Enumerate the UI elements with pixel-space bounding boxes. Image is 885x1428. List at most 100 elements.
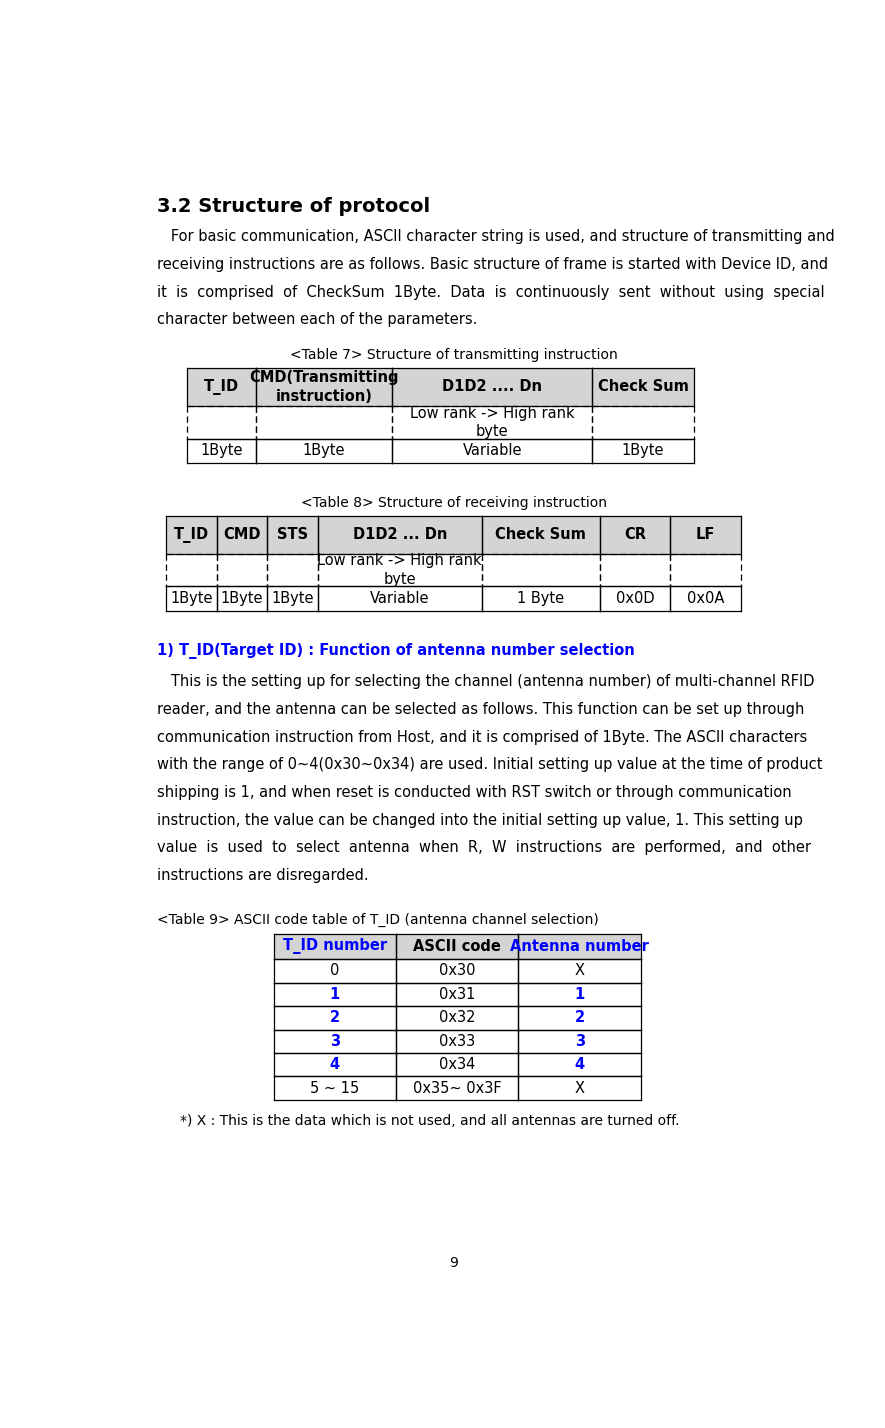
Text: value  is  used  to  select  antenna  when  R,  W  instructions  are  performed,: value is used to select antenna when R, … xyxy=(158,841,812,855)
Bar xyxy=(217,554,267,587)
Text: 0x31: 0x31 xyxy=(439,987,475,1002)
Bar xyxy=(592,438,694,463)
Text: 1Byte: 1Byte xyxy=(200,443,242,458)
Bar xyxy=(481,554,600,587)
Text: ASCII code: ASCII code xyxy=(413,938,501,954)
Bar xyxy=(267,587,318,611)
Text: 9: 9 xyxy=(449,1255,458,1269)
Text: instructions are disregarded.: instructions are disregarded. xyxy=(158,868,369,883)
Text: D1D2 .... Dn: D1D2 .... Dn xyxy=(442,380,543,394)
Bar xyxy=(166,587,217,611)
Text: X: X xyxy=(575,964,585,978)
Bar xyxy=(256,438,392,463)
Text: CR: CR xyxy=(624,527,646,543)
Text: T_ID: T_ID xyxy=(173,527,209,543)
Bar xyxy=(267,516,318,554)
Text: 1Byte: 1Byte xyxy=(303,443,345,458)
Text: 1: 1 xyxy=(574,987,585,1002)
Text: For basic communication, ASCII character string is used, and structure of transm: For basic communication, ASCII character… xyxy=(158,228,835,244)
Bar xyxy=(670,554,741,587)
Text: 1Byte: 1Byte xyxy=(170,591,212,607)
Bar xyxy=(396,934,519,960)
Bar xyxy=(481,516,600,554)
Bar xyxy=(519,1030,642,1052)
Text: LF: LF xyxy=(696,527,715,543)
Bar xyxy=(600,516,670,554)
Text: communication instruction from Host, and it is comprised of 1Byte. The ASCII cha: communication instruction from Host, and… xyxy=(158,730,807,744)
Text: Check Sum: Check Sum xyxy=(496,527,586,543)
Bar xyxy=(318,516,481,554)
Bar xyxy=(396,1077,519,1100)
Bar xyxy=(273,934,396,960)
Text: Low rank -> High rank
byte: Low rank -> High rank byte xyxy=(410,406,574,440)
Text: shipping is 1, and when reset is conducted with RST switch or through communicat: shipping is 1, and when reset is conduct… xyxy=(158,785,792,800)
Text: with the range of 0~4(0x30~0x34) are used. Initial setting up value at the time : with the range of 0~4(0x30~0x34) are use… xyxy=(158,757,823,773)
Bar xyxy=(256,367,392,406)
Bar xyxy=(519,1052,642,1077)
Bar xyxy=(519,960,642,982)
Bar xyxy=(256,406,392,438)
Bar xyxy=(318,587,481,611)
Bar xyxy=(217,587,267,611)
Bar xyxy=(273,982,396,1007)
Bar xyxy=(519,1077,642,1100)
Text: 1Byte: 1Byte xyxy=(272,591,314,607)
Text: T_ID: T_ID xyxy=(204,378,239,396)
Text: Low rank -> High rank
byte: Low rank -> High rank byte xyxy=(318,554,482,587)
Bar xyxy=(396,1052,519,1077)
Bar xyxy=(519,982,642,1007)
Text: reader, and the antenna can be selected as follows. This function can be set up : reader, and the antenna can be selected … xyxy=(158,703,804,717)
Text: 0x30: 0x30 xyxy=(439,964,475,978)
Text: 4: 4 xyxy=(574,1057,585,1072)
Bar xyxy=(318,554,481,587)
Bar xyxy=(267,554,318,587)
Text: 1 Byte: 1 Byte xyxy=(517,591,565,607)
Text: 0x33: 0x33 xyxy=(439,1034,475,1048)
Text: instruction, the value can be changed into the initial setting up value, 1. This: instruction, the value can be changed in… xyxy=(158,813,803,828)
Bar xyxy=(519,1007,642,1030)
Text: <Table 8> Structure of receiving instruction: <Table 8> Structure of receiving instruc… xyxy=(301,496,606,510)
Text: CMD(Transmitting
instruction): CMD(Transmitting instruction) xyxy=(250,370,399,404)
Text: Antenna number: Antenna number xyxy=(511,938,650,954)
Bar xyxy=(396,1030,519,1052)
Text: receiving instructions are as follows. Basic structure of frame is started with : receiving instructions are as follows. B… xyxy=(158,257,828,271)
Bar xyxy=(217,516,267,554)
Text: T_ID number: T_ID number xyxy=(283,938,387,954)
Bar xyxy=(392,406,592,438)
Bar xyxy=(396,960,519,982)
Text: X: X xyxy=(575,1081,585,1095)
Bar xyxy=(670,516,741,554)
Text: character between each of the parameters.: character between each of the parameters… xyxy=(158,313,478,327)
Text: 0: 0 xyxy=(330,964,340,978)
Text: Variable: Variable xyxy=(463,443,522,458)
Bar xyxy=(592,406,694,438)
Bar xyxy=(592,367,694,406)
Text: <Table 9> ASCII code table of T_ID (antenna channel selection): <Table 9> ASCII code table of T_ID (ante… xyxy=(158,912,599,927)
Bar xyxy=(273,1030,396,1052)
Bar xyxy=(187,438,256,463)
Bar xyxy=(396,982,519,1007)
Text: 2: 2 xyxy=(574,1010,585,1025)
Text: STS: STS xyxy=(277,527,308,543)
Bar xyxy=(187,406,256,438)
Text: 0x0D: 0x0D xyxy=(616,591,654,607)
Text: 4: 4 xyxy=(330,1057,340,1072)
Text: 0x32: 0x32 xyxy=(439,1010,475,1025)
Text: 1Byte: 1Byte xyxy=(220,591,263,607)
Bar xyxy=(187,367,256,406)
Bar xyxy=(273,1052,396,1077)
Bar xyxy=(273,960,396,982)
Text: 3.2 Structure of protocol: 3.2 Structure of protocol xyxy=(158,197,430,216)
Bar xyxy=(396,1007,519,1030)
Text: 1: 1 xyxy=(330,987,340,1002)
Text: <Table 7> Structure of transmitting instruction: <Table 7> Structure of transmitting inst… xyxy=(289,347,618,361)
Text: 1) T_ID(Target ID) : Function of antenna number selection: 1) T_ID(Target ID) : Function of antenna… xyxy=(158,644,635,660)
Bar xyxy=(600,554,670,587)
Bar xyxy=(600,587,670,611)
Bar xyxy=(481,587,600,611)
Bar xyxy=(273,1007,396,1030)
Text: CMD: CMD xyxy=(223,527,261,543)
Text: 3: 3 xyxy=(574,1034,585,1048)
Text: 2: 2 xyxy=(330,1010,340,1025)
Bar xyxy=(166,516,217,554)
